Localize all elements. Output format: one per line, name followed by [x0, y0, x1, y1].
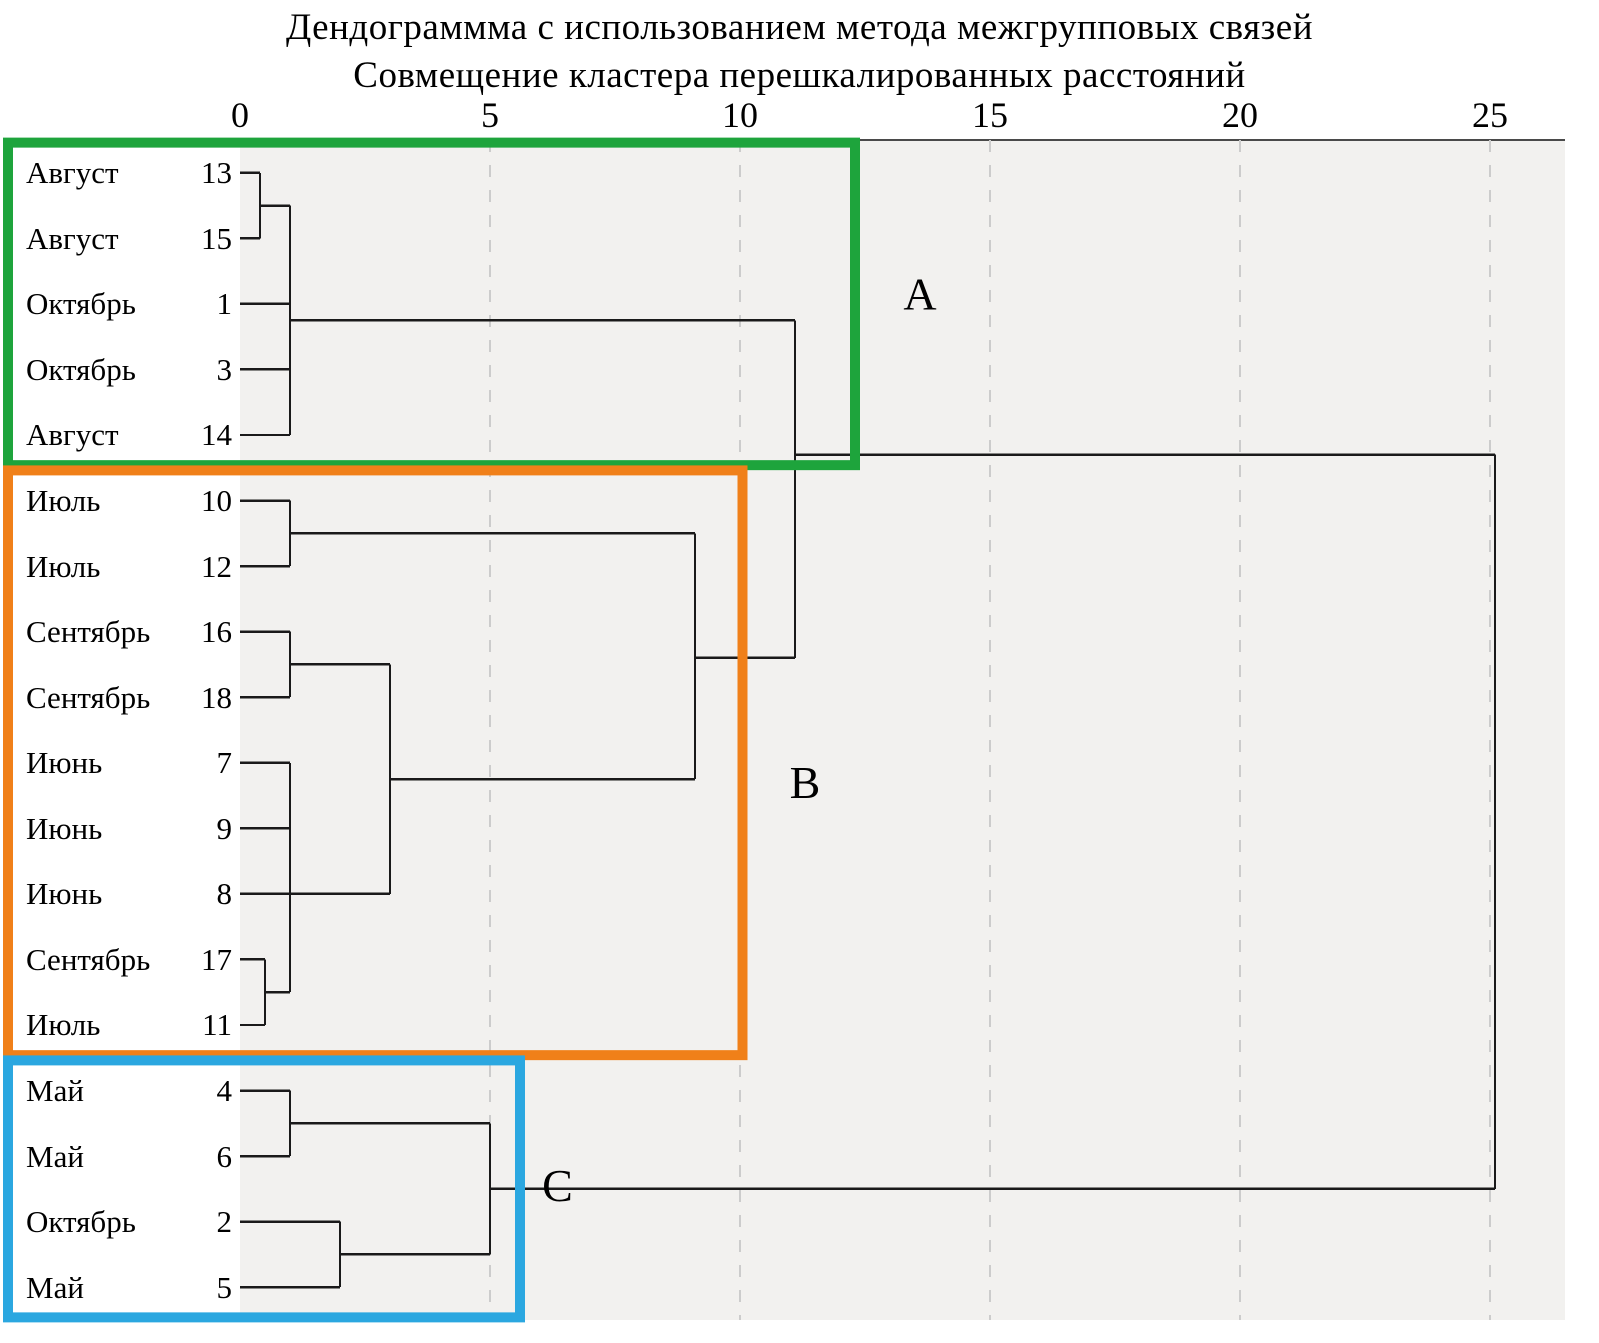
leaf-month: Июль [26, 1007, 101, 1043]
axis-tick-label: 0 [231, 95, 249, 135]
leaf-month: Август [26, 417, 119, 453]
leaf-row: Июль 10 [0, 468, 240, 534]
leaf-number: 8 [216, 876, 233, 912]
leaf-row: Июль 12 [0, 533, 240, 599]
leaf-month: Август [26, 220, 119, 256]
leaf-number: 4 [216, 1073, 233, 1109]
leaf-month: Август [26, 155, 119, 191]
cluster-box-B [3, 465, 748, 1061]
axis-tick-label: 5 [481, 95, 499, 135]
leaf-number: 3 [216, 351, 233, 387]
cluster-box-A [3, 137, 860, 471]
leaf-row: Октябрь 3 [0, 337, 240, 403]
cluster-letter-A: A [903, 269, 936, 320]
leaf-month: Июнь [26, 876, 103, 912]
chart-title-line2: Совмещение кластера перешкалированных ра… [353, 55, 1246, 96]
cluster-box-C [3, 1055, 525, 1323]
leaf-row: Август 14 [0, 402, 240, 468]
leaf-row: Сентябрь 16 [0, 599, 240, 665]
leaf-number: 6 [216, 1138, 233, 1174]
leaf-month: Октябрь [26, 286, 136, 322]
leaf-number: 13 [201, 155, 232, 191]
axis-tick-label: 15 [972, 95, 1008, 135]
leaf-month: Июнь [26, 745, 103, 781]
leaf-month: Сентябрь [26, 614, 151, 650]
cluster-letter-B: B [790, 757, 821, 808]
leaf-number: 17 [201, 941, 232, 977]
leaf-row: Сентябрь 17 [0, 927, 240, 993]
leaf-number: 9 [216, 810, 233, 846]
leaf-row: Октябрь 1 [0, 271, 240, 337]
leaf-number: 2 [216, 1204, 233, 1240]
leaf-number: 1 [216, 286, 233, 322]
leaf-number: 5 [216, 1269, 233, 1305]
axis-tick-label: 20 [1222, 95, 1258, 135]
leaf-month: Октябрь [26, 1204, 136, 1240]
axis-tick-label: 10 [722, 95, 758, 135]
leaf-month: Июль [26, 548, 101, 584]
leaf-month: Сентябрь [26, 941, 151, 977]
leaf-number: 12 [201, 548, 232, 584]
leaf-row: Май 6 [0, 1123, 240, 1189]
leaf-month: Июль [26, 483, 101, 519]
leaf-month: Сентябрь [26, 679, 151, 715]
leaf-number: 7 [216, 745, 233, 781]
leaf-number: 16 [201, 614, 232, 650]
leaf-month: Май [26, 1138, 84, 1174]
leaf-row: Июнь 8 [0, 861, 240, 927]
leaf-number: 11 [202, 1007, 232, 1043]
chart-title-line1: Дендограммма с использованием метода меж… [285, 7, 1314, 48]
leaf-number: 10 [201, 483, 232, 519]
leaf-row: Июнь 7 [0, 730, 240, 796]
cluster-letter-C: C [542, 1160, 573, 1211]
leaf-row: Август 13 [0, 140, 240, 206]
leaf-row: Август 15 [0, 206, 240, 272]
leaf-row: Сентябрь 18 [0, 664, 240, 730]
leaf-row: Октябрь 2 [0, 1189, 240, 1255]
axis-tick-label: 25 [1472, 95, 1508, 135]
leaf-row: Июль 11 [0, 992, 240, 1058]
leaf-number: 18 [201, 679, 232, 715]
leaf-row: Май 5 [0, 1254, 240, 1320]
leaf-month: Июнь [26, 810, 103, 846]
leaf-number: 15 [201, 220, 232, 256]
leaf-month: Май [26, 1269, 84, 1305]
leaf-month: Октябрь [26, 351, 136, 387]
leaf-row: Июнь 9 [0, 796, 240, 862]
leaf-row: Май 4 [0, 1058, 240, 1124]
leaf-number: 14 [201, 417, 232, 453]
leaf-month: Май [26, 1073, 84, 1109]
